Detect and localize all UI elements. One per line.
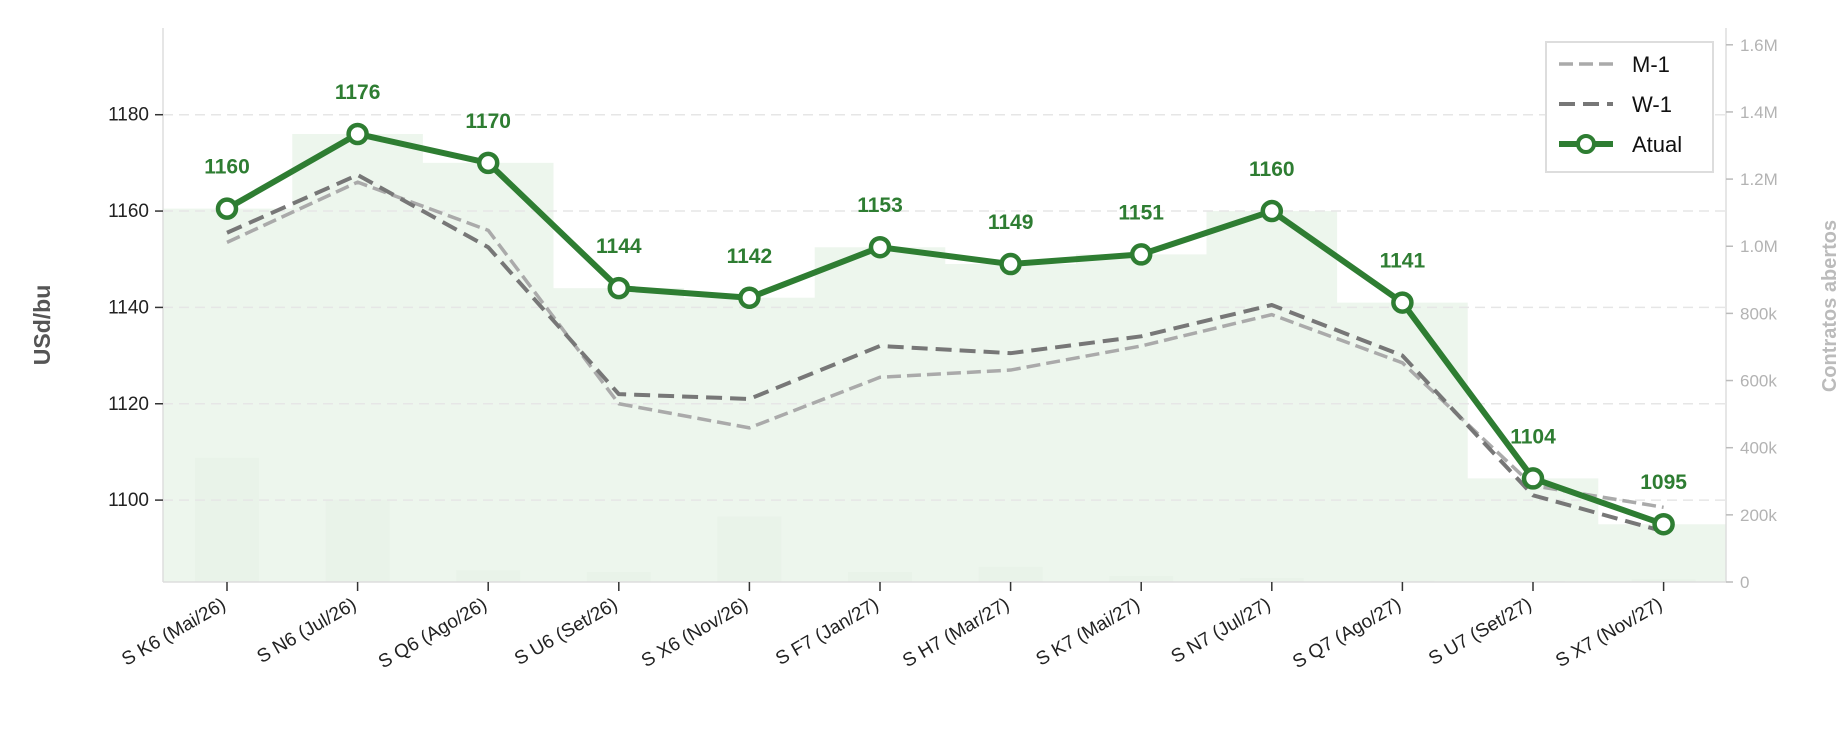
x-tick-label: S H7 (Mar/27) xyxy=(899,594,1013,672)
y2-tick-label: 200k xyxy=(1740,506,1777,525)
series-line-2 xyxy=(225,130,1665,528)
axes xyxy=(162,28,1727,583)
legend-marker xyxy=(1576,134,1596,154)
legend-label: M-1 xyxy=(1632,52,1670,77)
data-label: 1176 xyxy=(335,81,381,104)
x-tick-label: S F7 (Jan/27) xyxy=(772,594,882,670)
x-tick-label: S N6 (Jul/26) xyxy=(254,594,361,668)
data-point-marker xyxy=(476,151,500,175)
y-tick-label: 1120 xyxy=(108,394,149,415)
area-fill-band xyxy=(163,133,1726,582)
y2-tick-label: 800k xyxy=(1740,304,1777,323)
x-tick-label: S U7 (Set/27) xyxy=(1425,594,1535,670)
y2-tick-label: 1.6M xyxy=(1740,36,1778,55)
data-point-marker xyxy=(999,252,1022,276)
x-tick-label: S X7 (Nov/27) xyxy=(1552,594,1666,672)
y2-tick-label: 400k xyxy=(1740,439,1777,458)
y2-tick-label: 1.0M xyxy=(1740,237,1778,256)
y2-tick-label: 1.4M xyxy=(1740,103,1778,122)
y2-tick-label: 0 xyxy=(1740,573,1749,592)
data-point-marker xyxy=(346,122,369,146)
x-tick-label: S N7 (Jul/27) xyxy=(1168,594,1275,668)
right-y-ticks: 0 200k 400k 600k 800k 1.0M 1.2M 1.4M 1.6M xyxy=(1726,36,1778,592)
series-lines xyxy=(225,130,1665,534)
x-tick-label: S K7 (Mai/27) xyxy=(1033,594,1144,670)
data-point-marker xyxy=(868,235,892,259)
legend-box xyxy=(1545,41,1714,173)
data-point-marker xyxy=(215,197,239,220)
data-label: 1144 xyxy=(596,235,642,258)
area-fill xyxy=(163,133,1726,582)
data-label: 1149 xyxy=(988,211,1034,234)
data-point-marker xyxy=(1521,467,1545,490)
data-label: 1170 xyxy=(465,110,511,133)
left-y-ticks: 1100 1120 1140 1160 1180 xyxy=(108,105,163,511)
data-label: 1142 xyxy=(727,245,773,268)
x-tick-label: S K6 (Mai/26) xyxy=(118,594,229,670)
y-tick-label: 1100 xyxy=(108,490,149,511)
x-tick-label: S U6 (Set/26) xyxy=(511,594,621,670)
x-tick-label: S Q7 (Ago/27) xyxy=(1289,594,1405,673)
x-ticks: S K6 (Mai/26) S N6 (Jul/26) S Q6 (Ago/26) S… xyxy=(118,582,1666,673)
y2-tick-label: 600k xyxy=(1740,372,1777,391)
data-point-marker xyxy=(607,276,631,300)
data-labels: 1160 1176 1170 1144 1142 1153 1149 1151 1160 1141… xyxy=(204,81,1687,494)
y-tick-label: 1180 xyxy=(108,105,149,126)
data-point-marker xyxy=(738,286,761,310)
data-label: 1153 xyxy=(857,194,903,217)
series-line-1 xyxy=(226,172,1665,534)
y-tick-label: 1160 xyxy=(108,201,149,222)
y-axis-label: USd/bu xyxy=(29,285,55,366)
series-markers xyxy=(215,122,1675,536)
secondary-y-axis-label: Contratos abertos xyxy=(1819,220,1841,392)
data-point-marker xyxy=(1652,512,1675,536)
data-point-marker xyxy=(1260,199,1284,223)
legend-label: W-1 xyxy=(1632,92,1672,117)
data-label: 1095 xyxy=(1640,471,1687,494)
x-tick-label: S X6 (Nov/26) xyxy=(638,594,752,672)
data-label: 1160 xyxy=(204,156,250,179)
x-tick-label: S Q6 (Ago/26) xyxy=(375,594,491,673)
data-label: 1151 xyxy=(1118,201,1164,224)
data-point-marker xyxy=(1129,243,1153,266)
y-tick-label: 1140 xyxy=(108,297,149,318)
data-label: 1141 xyxy=(1380,250,1426,273)
data-label: 1104 xyxy=(1510,425,1556,448)
data-point-marker xyxy=(1391,291,1414,314)
legend: M-1 W-1 Atual xyxy=(1545,41,1714,173)
y2-tick-label: 1.2M xyxy=(1740,170,1778,189)
data-label: 1160 xyxy=(1249,158,1295,181)
legend-label: Atual xyxy=(1632,132,1682,157)
